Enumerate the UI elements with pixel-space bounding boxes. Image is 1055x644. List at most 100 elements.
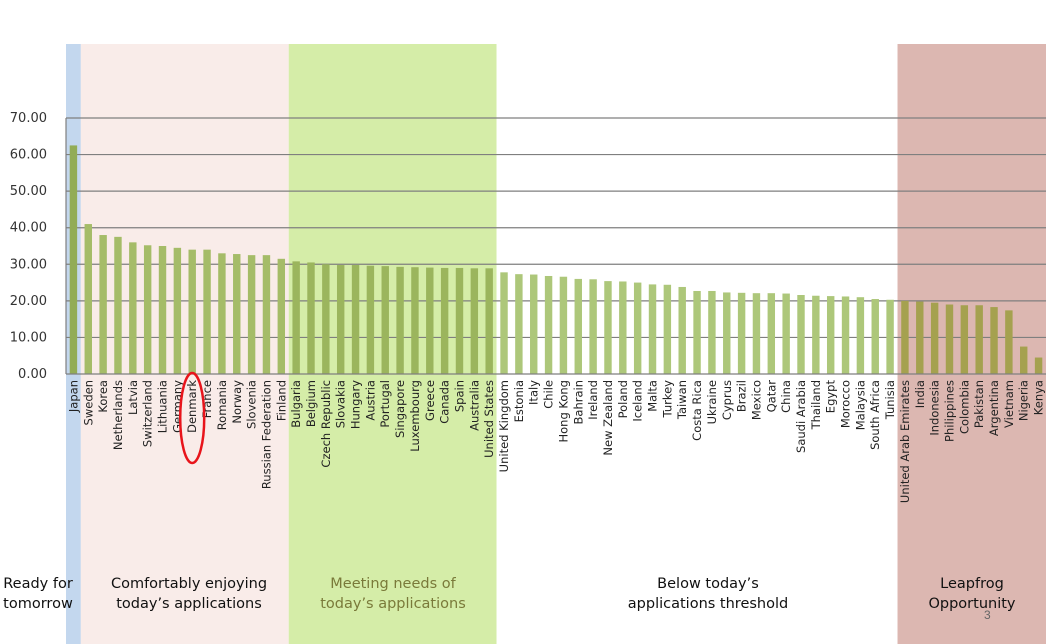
bar (559, 276, 568, 374)
bar (990, 307, 998, 374)
x-tick-label: Belgium (304, 380, 318, 427)
bar (485, 268, 493, 374)
bar (262, 255, 271, 374)
bar (826, 296, 835, 374)
band-label-line-1: Meeting needs of (330, 576, 456, 592)
bar (648, 284, 657, 374)
x-tick-label: Slovenia (245, 380, 259, 429)
bar (530, 274, 538, 374)
x-tick-label: Kenya (1032, 380, 1046, 415)
x-tick-label: Costa Rica (690, 380, 704, 441)
x-tick-label: Taiwan (675, 380, 689, 420)
x-tick-label: Egypt (824, 380, 838, 414)
x-tick-label: Norway (230, 380, 244, 424)
bar (470, 268, 479, 374)
band-label-comfortable: Comfortably enjoying today’s application… (84, 574, 294, 614)
bar (99, 235, 107, 374)
x-tick-label: Philippines (942, 380, 956, 442)
x-tick-label: Nigeria (1017, 380, 1031, 421)
bar (366, 265, 375, 374)
bar (782, 293, 790, 374)
band-label-line-1: Ready for (3, 576, 73, 592)
y-tick-label: 20.00 (10, 294, 47, 309)
bar (158, 246, 167, 374)
bar (322, 264, 330, 374)
x-tick-label: Canada (438, 380, 452, 424)
bar (307, 262, 315, 374)
x-tick-label: Saudi Arabia (794, 380, 808, 453)
y-tick-label: 10.00 (10, 330, 47, 345)
x-tick-label: Sweden (81, 380, 95, 425)
bar (188, 249, 196, 374)
bar (455, 267, 464, 374)
x-tick-label: Colombia (957, 380, 971, 434)
x-tick-label: United Arab Emirates (898, 380, 912, 503)
x-tick-label: Tunisia (883, 380, 897, 420)
x-tick-label: Portugal (378, 380, 392, 428)
bar (678, 286, 686, 374)
bar (1034, 357, 1043, 374)
x-tick-label: Denmark (185, 380, 199, 433)
x-tick-label: Vietnam (1002, 380, 1016, 428)
bar (589, 279, 597, 374)
x-tick-label: Switzerland (141, 380, 155, 447)
bar (143, 245, 152, 374)
bar (351, 265, 360, 374)
x-tick-label: Hungary (349, 380, 363, 429)
bar (247, 255, 256, 374)
band-label-line-1: Leapfrog (940, 576, 1004, 592)
x-tick-label: Japan (66, 380, 80, 413)
x-tick-label: Singapore (393, 380, 407, 438)
bar (797, 295, 805, 374)
x-tick-label: South Africa (868, 380, 882, 450)
x-tick-label: Estonia (512, 380, 526, 422)
x-tick-label: Cyprus (720, 380, 734, 420)
bar (515, 274, 523, 374)
bar (633, 282, 642, 374)
x-tick-label: Qatar (764, 380, 778, 413)
band-background (80, 44, 289, 644)
x-tick-label: Spain (452, 380, 466, 412)
band-label-line-2: Opportunity (928, 596, 1016, 612)
band-label-leapfrog: Leapfrog Opportunity (900, 574, 1044, 614)
x-tick-label: Turkey (660, 380, 674, 419)
bar (277, 258, 286, 374)
x-tick-label: China (779, 380, 793, 413)
bar (1020, 346, 1028, 374)
x-tick-label: Malaysia (853, 380, 867, 430)
band-label-line-2: applications threshold (627, 596, 789, 612)
bar (500, 272, 508, 374)
y-tick-label: 50.00 (10, 184, 47, 199)
x-tick-label: Australia (467, 380, 481, 431)
x-tick-label: Luxembourg (408, 380, 422, 452)
bar (1005, 310, 1013, 374)
x-tick-label: Bahrain (571, 380, 585, 424)
x-tick-label: Czech Republic (319, 380, 333, 468)
y-tick-label: 60.00 (10, 148, 47, 163)
bar (203, 249, 211, 374)
bar (737, 292, 746, 374)
x-tick-label: Hong Kong (556, 380, 570, 443)
x-tick-label: United States (482, 380, 496, 458)
x-tick-label: United Kingdom (497, 380, 511, 472)
bar (218, 253, 226, 374)
x-tick-label: Netherlands (111, 380, 125, 450)
band-label-line-2: today’s applications (116, 596, 262, 612)
bar (841, 296, 850, 374)
bar (960, 305, 969, 374)
y-tick-label: 40.00 (10, 221, 47, 236)
bar (440, 267, 449, 374)
x-tick-label: Greece (423, 380, 437, 421)
x-tick-label: Pakistan (972, 380, 986, 428)
bar (856, 297, 865, 374)
bar (930, 302, 939, 374)
bar (693, 290, 701, 374)
x-tick-label: Latvia (126, 380, 140, 415)
x-tick-label: Slovakia (334, 380, 348, 428)
band-background (288, 44, 497, 644)
y-tick-label: 30.00 (10, 257, 47, 272)
bar (916, 301, 924, 374)
bar (84, 224, 92, 374)
bar (233, 254, 241, 374)
